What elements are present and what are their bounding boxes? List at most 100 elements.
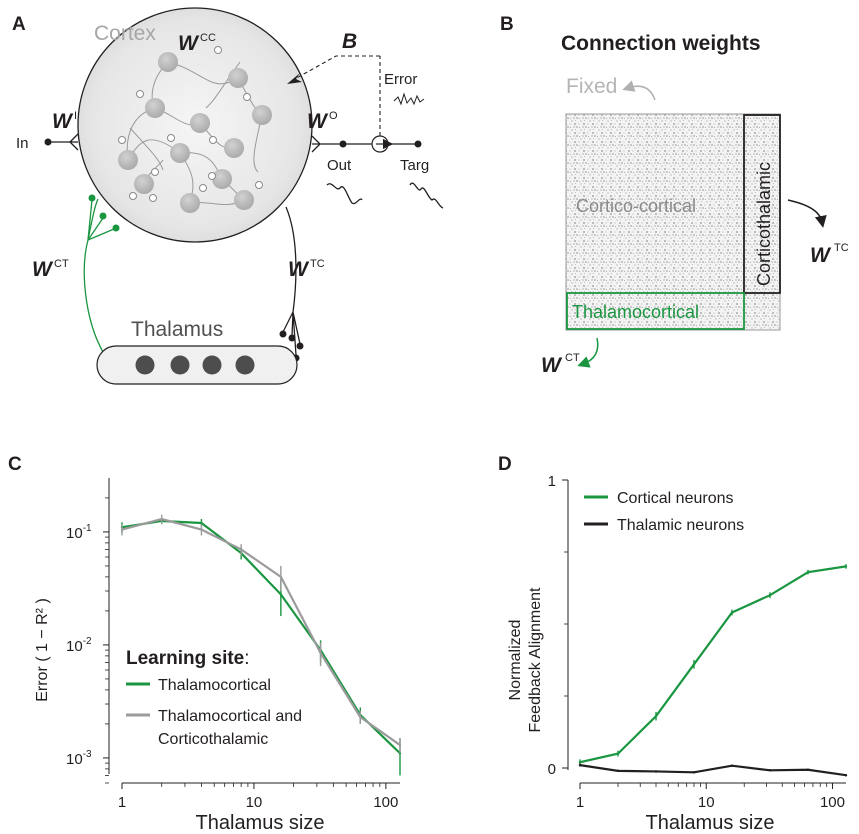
w-ct-sup: CT — [54, 258, 69, 270]
d-legend-entry-2: Thalamic neurons — [617, 517, 744, 534]
d-point — [578, 761, 582, 764]
d-y-ticks: 10 — [548, 473, 568, 778]
error-trace — [393, 92, 425, 106]
d-y-axis-title-line1: Normalized — [507, 620, 524, 701]
panel-a: A Cortex — [12, 7, 444, 385]
c-legend-entry-2-line1: Thalamocortical and — [158, 708, 302, 725]
w-i-sup: I — [74, 110, 77, 122]
d-series-line-1 — [579, 565, 847, 764]
c-x-tick-label: 1 — [118, 794, 126, 811]
d-point — [692, 663, 696, 666]
c-point — [398, 743, 402, 747]
w-ct-letter: W — [32, 258, 54, 281]
c-point — [239, 548, 243, 551]
cortico-cortical-label: Cortico-cortical — [576, 196, 696, 216]
c-x-ticks: 1 10 100 — [118, 783, 398, 811]
d-y-tick-label: 0 — [548, 761, 556, 778]
c-legend-title: Learning site: — [126, 648, 250, 669]
output-node — [339, 140, 347, 148]
d-y-tick-label: 1 — [548, 473, 556, 490]
d-point — [844, 774, 848, 777]
d-x-tick-label: 10 — [698, 794, 715, 811]
thalamocortical-label: Thalamocortical — [572, 302, 699, 322]
thalamus-label: Thalamus — [131, 318, 223, 341]
b-w-tc-letter: W — [810, 244, 832, 267]
d-point — [844, 565, 848, 568]
panel-d-label: D — [498, 454, 512, 475]
c-y-axis-title: Error ( 1 − R² ) — [34, 598, 51, 702]
target-trace — [409, 182, 444, 209]
output-trace — [326, 183, 363, 205]
w-tc-sup: TC — [310, 258, 325, 270]
corticothalamic-block — [743, 114, 781, 294]
d-point — [768, 769, 772, 772]
d-y-axis-title-line2: Feedback Alignment — [527, 587, 544, 733]
b-w-ct-letter: W — [541, 354, 563, 377]
c-point — [359, 715, 362, 719]
d-x-ticks: 1 10 100 — [576, 783, 845, 811]
d-point — [578, 763, 582, 767]
d-point — [654, 714, 658, 718]
feedback-b-label: B — [342, 30, 357, 53]
w-o-letter: W — [307, 110, 329, 133]
d-x-axis-title: Thalamus size — [646, 812, 775, 834]
input-label: In — [16, 135, 29, 152]
c-y-tick-label: 10-1 — [66, 523, 92, 542]
c-point — [319, 651, 322, 655]
d-point — [616, 769, 620, 773]
c-x-tick-label: 10 — [246, 794, 263, 811]
output-label: Out — [327, 157, 352, 174]
b-w-tc-sup: TC — [834, 242, 849, 254]
c-y-ticks: 10-1 10-2 10-3 — [66, 497, 109, 784]
d-point — [692, 771, 696, 774]
thalamocortical-block — [566, 292, 745, 330]
b-w-ct-sup: CT — [565, 352, 580, 364]
d-point — [616, 752, 620, 755]
c-point — [120, 528, 124, 531]
d-point — [768, 594, 772, 597]
thalamus-box — [96, 345, 298, 385]
d-series-line-2 — [579, 764, 847, 777]
panel-a-label: A — [12, 14, 26, 35]
d-series — [578, 564, 848, 777]
w-cc-sup: CC — [200, 32, 216, 44]
thalamic-neurons — [135, 355, 255, 375]
c-x-axis-title: Thalamus size — [196, 812, 325, 834]
w-cc-letter: W — [178, 32, 200, 55]
c-point — [279, 593, 283, 596]
cortex-label: Cortex — [94, 22, 156, 45]
cortical-neurons — [118, 52, 272, 213]
corticothalamic-label: Corticothalamic — [754, 162, 774, 286]
panel-c: C 10-1 10-2 10-3 1 10 100 Error ( 1 − R² ) T… — [8, 454, 402, 834]
synapse-terminals — [118, 46, 263, 202]
d-point — [730, 611, 734, 614]
w-i-letter: W — [52, 110, 74, 133]
c-x-tick-label: 100 — [373, 794, 398, 811]
weight-matrix — [565, 113, 781, 331]
w-o-sup: O — [329, 110, 338, 122]
d-point — [806, 570, 810, 574]
c-legend-entry-1: Thalamocortical — [158, 677, 271, 694]
panel-b-label: B — [500, 14, 514, 35]
c-series — [120, 514, 402, 776]
target-node — [414, 140, 422, 148]
c-point — [200, 528, 203, 531]
panel-c-label: C — [8, 454, 22, 475]
c-point — [200, 521, 203, 525]
d-legend-entry-1: Cortical neurons — [617, 490, 734, 507]
c-point — [160, 517, 163, 521]
c-point — [279, 575, 283, 579]
error-label: Error — [384, 71, 417, 88]
fixed-label: Fixed — [566, 75, 617, 98]
panel-b: B Connection weights Fixed Cortico-corti… — [500, 14, 849, 377]
input-fanout — [69, 133, 79, 151]
d-x-tick-label: 100 — [820, 794, 845, 811]
feedback-arrow — [287, 73, 302, 84]
d-x-tick-label: 1 — [576, 794, 584, 811]
d-point — [806, 768, 810, 771]
w-tc-letter: W — [288, 258, 310, 281]
c-series-line-2 — [121, 517, 401, 746]
target-label: Targ — [400, 157, 429, 174]
c-y-tick-label: 10-2 — [66, 636, 92, 655]
